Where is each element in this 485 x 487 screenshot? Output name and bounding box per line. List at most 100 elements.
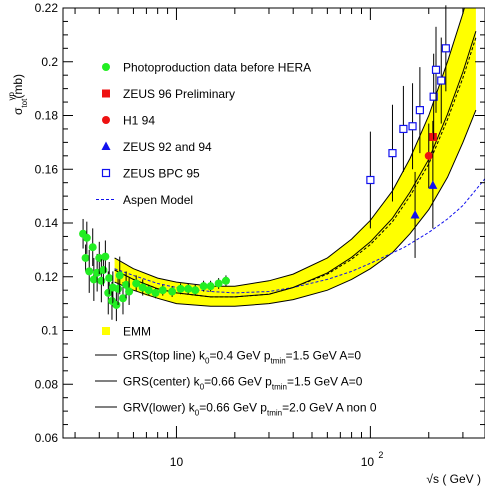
- emm-band: [114, 8, 476, 307]
- y-axis-label-superscript: γp: [7, 91, 16, 100]
- model-legend-label-part: GRV(lower) k: [123, 401, 196, 415]
- data-point: [366, 175, 375, 185]
- legend-entry: ZEUS BPC 95: [101, 167, 200, 181]
- legend-label: H1 94: [123, 114, 155, 128]
- model-legend-entry: GRS(center) k0=0.66 GeV ptmin=1.5 GeV A=…: [95, 375, 363, 392]
- legend: Photoproduction data before HERA ZEUS 96 …: [96, 61, 311, 207]
- series-photoproduction-data-before-hera: [79, 218, 230, 322]
- data-point: [431, 65, 441, 74]
- data-point: [99, 266, 108, 275]
- data-point: [151, 288, 160, 297]
- model-legend-label-part: GRS(top line) k: [123, 349, 206, 363]
- model-legend-entry: GRS(top line) k0=0.4 GeV ptmin=1.5 GeV A…: [95, 349, 361, 366]
- model-legend-label-part: =1.5 GeV A=0: [286, 349, 362, 363]
- model-legend-label-part: =0.4 GeV p: [209, 349, 270, 363]
- legend-label: ZEUS 92 and 94: [123, 140, 212, 154]
- grs-center-line: [114, 37, 477, 298]
- legend-entry: Aspen Model: [96, 193, 193, 207]
- data-point: [81, 253, 90, 262]
- legend-entry: ZEUS 92 and 94: [101, 140, 212, 154]
- series-h1-94: [424, 123, 433, 189]
- emm-legend-label: EMM: [123, 325, 151, 339]
- data-point: [158, 286, 167, 295]
- model-legend-label-part: =1.5 GeV A=0: [287, 375, 363, 389]
- data-points-layer: [79, 5, 450, 322]
- model-legend-label-part: tmin: [267, 409, 282, 418]
- data-point: [115, 271, 124, 280]
- data-point: [428, 133, 437, 141]
- data-point: [191, 286, 200, 295]
- data-point: [424, 151, 433, 160]
- legend-marker: [102, 63, 110, 71]
- data-point: [118, 294, 127, 303]
- series-zeus-92-and-94: [410, 142, 438, 258]
- model-legend-label-part: tmin: [271, 357, 286, 366]
- data-point: [415, 106, 424, 115]
- legend-marker: [101, 168, 111, 178]
- legend-label: ZEUS 96 Preliminary: [123, 87, 235, 101]
- y-axis-label-unit: (mb): [11, 74, 25, 99]
- legend-entry: ZEUS 96 Preliminary: [102, 87, 235, 101]
- y-tick-label: 0.14: [35, 216, 59, 230]
- data-point: [176, 284, 185, 293]
- legend-label: ZEUS BPC 95: [123, 167, 200, 181]
- data-point: [104, 288, 113, 297]
- data-point: [184, 284, 193, 293]
- data-point: [132, 279, 141, 288]
- model-legend-label-part: =0.66 GeV p: [199, 401, 267, 415]
- data-point: [114, 284, 123, 293]
- model-legend-label-part: tmin: [272, 383, 287, 392]
- y-tick-label: 0.08: [35, 377, 59, 391]
- data-point: [88, 243, 97, 252]
- model-legend-label: GRV(lower) k0=0.66 GeV ptmin=2.0 GeV A n…: [123, 401, 377, 418]
- x-tick-label-exponent: 2: [378, 450, 383, 460]
- y-axis-label: σtot(mb): [11, 74, 29, 115]
- data-point: [206, 282, 215, 291]
- model-legend-label-part: 0: [195, 409, 200, 418]
- emm-band-layer: [114, 8, 476, 307]
- legend-marker: [101, 141, 111, 150]
- emm-legend-swatch: [102, 327, 110, 335]
- model-legend-label-part: =0.66 GeV p: [204, 375, 272, 389]
- series-zeus-bpc-95: [366, 5, 450, 229]
- data-point: [85, 267, 94, 276]
- y-axis-label-symbol: σ: [11, 107, 25, 115]
- model-legend-label-part: 0: [205, 357, 210, 366]
- y-tick-label: 0.18: [35, 109, 59, 123]
- data-point: [82, 233, 91, 242]
- model-legend-entry: GRV(lower) k0=0.66 GeV ptmin=2.0 GeV A n…: [95, 401, 377, 418]
- data-point: [441, 44, 450, 53]
- legend-label: Aspen Model: [123, 193, 193, 207]
- y-tick-label: 0.06: [35, 431, 59, 445]
- model-legend-label-part: =2.0 GeV A non 0: [282, 401, 377, 415]
- data-point: [105, 274, 114, 283]
- aspen-model-line: [114, 178, 485, 294]
- model-legend-label-part: 0: [200, 383, 205, 392]
- y-tick-label: 0.22: [35, 1, 59, 15]
- y-tick-label: 0.2: [41, 55, 58, 69]
- legend-entry: Photoproduction data before HERA: [102, 61, 311, 75]
- y-tick-label: 0.16: [35, 162, 59, 176]
- data-point: [408, 122, 417, 131]
- legend-marker: [102, 89, 110, 98]
- data-point: [399, 124, 408, 134]
- data-point: [410, 209, 420, 219]
- data-point: [101, 252, 110, 261]
- model-legend-label: GRS(top line) k0=0.4 GeV ptmin=1.5 GeV A…: [123, 349, 361, 366]
- x-axis-label: √s ( GeV ): [426, 472, 481, 486]
- x-tick-label: 10: [170, 455, 184, 469]
- data-point: [437, 76, 446, 85]
- y-axis-label-subscript: tot: [20, 98, 29, 108]
- data-point: [199, 282, 208, 291]
- y-tick-label: 0.1: [41, 324, 58, 338]
- data-point: [112, 300, 121, 309]
- data-point: [388, 149, 397, 158]
- x-tick-label-exp: 10: [361, 455, 375, 469]
- model-legend-label-part: GRS(center) k: [123, 375, 201, 389]
- data-point: [122, 280, 131, 289]
- y-axis-label-superscript-group: γp: [7, 91, 16, 100]
